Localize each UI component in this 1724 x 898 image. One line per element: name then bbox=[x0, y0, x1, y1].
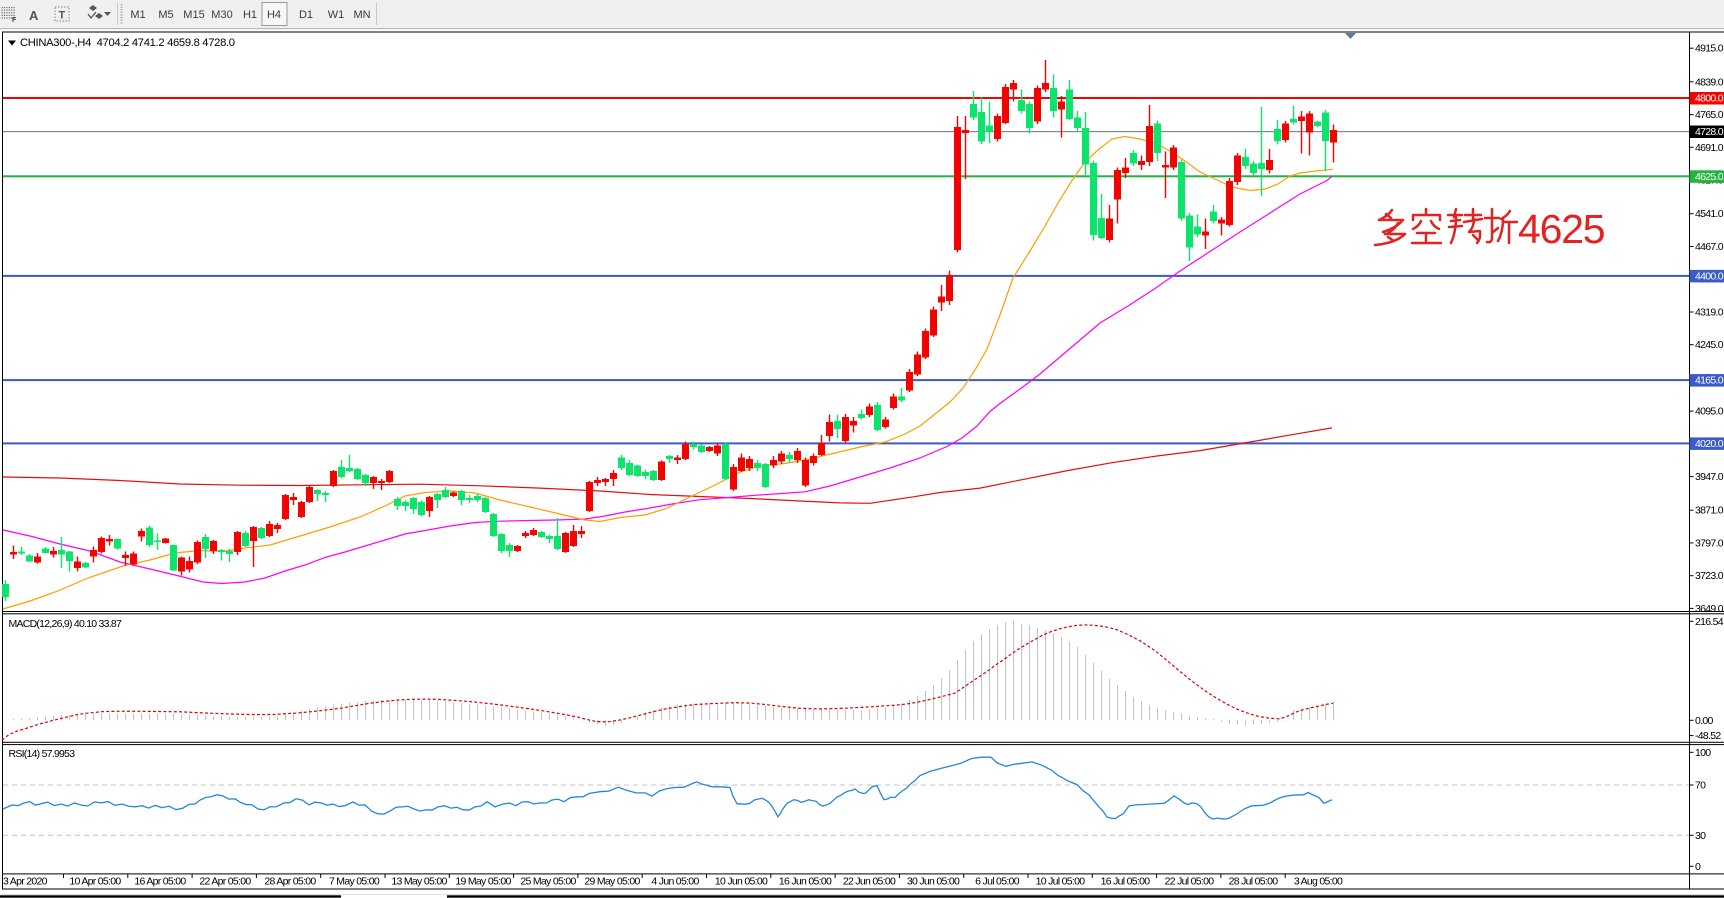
svg-text:CHINA300-,H4 4704.2 4741.2 46: CHINA300-,H4 4704.2 4741.2 4659.8 4728.0 bbox=[20, 37, 235, 49]
svg-text:6 Jul 05:00: 6 Jul 05:00 bbox=[975, 876, 1020, 888]
svg-text:0: 0 bbox=[1695, 861, 1701, 873]
svg-text:16 Jun 05:00: 16 Jun 05:00 bbox=[779, 876, 832, 888]
svg-text:4095.0: 4095.0 bbox=[1695, 406, 1724, 418]
svg-text:29 May 05:00: 29 May 05:00 bbox=[584, 876, 640, 888]
svg-text:3723.0: 3723.0 bbox=[1695, 570, 1724, 582]
svg-text:4691.0: 4691.0 bbox=[1695, 142, 1724, 154]
svg-text:F: F bbox=[12, 17, 17, 24]
svg-text:100: 100 bbox=[1695, 747, 1711, 759]
svg-text:H4: H4 bbox=[267, 9, 281, 21]
svg-text:22 Jul 05:00: 22 Jul 05:00 bbox=[1165, 876, 1215, 888]
svg-text:0.00: 0.00 bbox=[1695, 715, 1713, 727]
svg-text:25 May 05:00: 25 May 05:00 bbox=[520, 876, 576, 888]
svg-text:3 Apr 2020: 3 Apr 2020 bbox=[3, 876, 48, 888]
svg-text:4467.0: 4467.0 bbox=[1695, 241, 1724, 253]
svg-text:10 Jun 05:00: 10 Jun 05:00 bbox=[715, 876, 768, 888]
svg-text:D1: D1 bbox=[299, 9, 313, 21]
svg-text:16 Jul 05:00: 16 Jul 05:00 bbox=[1101, 876, 1151, 888]
svg-text:16 Apr 05:00: 16 Apr 05:00 bbox=[134, 876, 186, 888]
svg-text:28 Apr 05:00: 28 Apr 05:00 bbox=[264, 876, 316, 888]
svg-text:4319.0: 4319.0 bbox=[1695, 307, 1724, 319]
svg-text:4625: 4625 bbox=[1518, 206, 1605, 252]
svg-text:13 May 05:00: 13 May 05:00 bbox=[391, 876, 447, 888]
svg-text:19 May 05:00: 19 May 05:00 bbox=[455, 876, 511, 888]
svg-text:4165.0: 4165.0 bbox=[1695, 375, 1724, 387]
svg-text:4400.0: 4400.0 bbox=[1695, 270, 1724, 282]
svg-text:3649.0: 3649.0 bbox=[1695, 603, 1724, 615]
svg-text:28 Jul 05:00: 28 Jul 05:00 bbox=[1229, 876, 1279, 888]
svg-text:30 Jun 05:00: 30 Jun 05:00 bbox=[907, 876, 960, 888]
svg-text:4625.0: 4625.0 bbox=[1695, 171, 1724, 183]
svg-text:216.54: 216.54 bbox=[1695, 616, 1724, 628]
svg-text:10 Jul 05:00: 10 Jul 05:00 bbox=[1036, 876, 1086, 888]
svg-text:M30: M30 bbox=[211, 9, 232, 21]
svg-text:4915.0: 4915.0 bbox=[1695, 43, 1724, 55]
svg-text:M5: M5 bbox=[158, 9, 173, 21]
svg-text:A: A bbox=[29, 8, 39, 23]
svg-text:M1: M1 bbox=[130, 9, 145, 21]
svg-text:4728.0: 4728.0 bbox=[1695, 126, 1724, 138]
svg-text:70: 70 bbox=[1695, 780, 1706, 792]
svg-text:3871.0: 3871.0 bbox=[1695, 505, 1724, 517]
svg-text:4245.0: 4245.0 bbox=[1695, 339, 1724, 351]
svg-text:MACD(12,26,9) 40.10 33.87: MACD(12,26,9) 40.10 33.87 bbox=[9, 618, 122, 630]
svg-text:-48.52: -48.52 bbox=[1695, 730, 1721, 742]
svg-text:7 May 05:00: 7 May 05:00 bbox=[329, 876, 380, 888]
svg-text:H1: H1 bbox=[243, 9, 257, 21]
svg-text:3 Aug 05:00: 3 Aug 05:00 bbox=[1294, 876, 1343, 888]
svg-text:T: T bbox=[59, 10, 66, 22]
svg-text:22 Jun 05:00: 22 Jun 05:00 bbox=[843, 876, 896, 888]
svg-text:4765.0: 4765.0 bbox=[1695, 109, 1724, 121]
svg-text:22 Apr 05:00: 22 Apr 05:00 bbox=[199, 876, 251, 888]
svg-text:3797.0: 3797.0 bbox=[1695, 537, 1724, 549]
svg-text:10 Apr 05:00: 10 Apr 05:00 bbox=[69, 876, 121, 888]
svg-text:M15: M15 bbox=[183, 9, 204, 21]
svg-text:4541.0: 4541.0 bbox=[1695, 208, 1724, 220]
svg-text:4800.0: 4800.0 bbox=[1695, 93, 1724, 105]
svg-text:4 Jun 05:00: 4 Jun 05:00 bbox=[651, 876, 699, 888]
svg-text:MN: MN bbox=[353, 9, 370, 21]
svg-text:4839.0: 4839.0 bbox=[1695, 76, 1724, 88]
svg-text:4020.0: 4020.0 bbox=[1695, 438, 1724, 450]
svg-text:30: 30 bbox=[1695, 830, 1706, 842]
svg-text:3947.0: 3947.0 bbox=[1695, 471, 1724, 483]
svg-text:W1: W1 bbox=[328, 9, 345, 21]
svg-text:RSI(14) 57.9953: RSI(14) 57.9953 bbox=[9, 748, 76, 760]
